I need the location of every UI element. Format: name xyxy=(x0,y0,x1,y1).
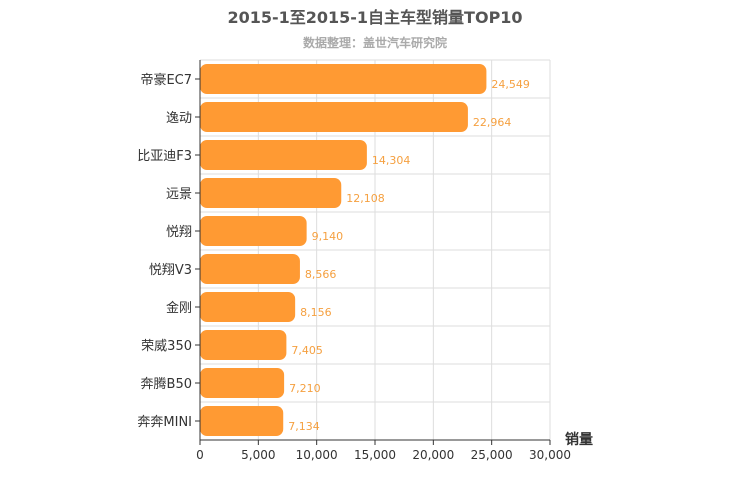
x-tick-label: 20,000 xyxy=(412,448,454,462)
bars: 24,549 22,964 14,304 12,108 9,140 8,566 8,156 7… xyxy=(200,64,530,436)
x-tick-label: 15,000 xyxy=(354,448,396,462)
bar[interactable] xyxy=(200,292,296,322)
bar[interactable] xyxy=(200,254,300,284)
bar-value-label: 7,210 xyxy=(289,382,321,395)
x-tick-label: 30,000 xyxy=(529,448,571,462)
x-tick-label: 0 xyxy=(196,448,204,462)
bar-value-label: 7,134 xyxy=(288,420,320,433)
x-tick-label: 5,000 xyxy=(241,448,275,462)
bar[interactable] xyxy=(200,178,342,208)
bar[interactable] xyxy=(200,406,284,436)
chart-title: 2015-1至2015-1自主车型销量TOP10 xyxy=(227,8,522,27)
x-tick-label: 10,000 xyxy=(296,448,338,462)
bar-value-label: 9,140 xyxy=(312,230,344,243)
bar[interactable] xyxy=(200,330,287,360)
axes: 0 5,000 10,000 15,000 20,000 25,000 30,000 帝豪EC… xyxy=(137,60,571,462)
bar-value-label: 7,405 xyxy=(291,344,323,357)
bar-value-label: 14,304 xyxy=(372,154,411,167)
category-label: 悦翔V3 xyxy=(149,263,192,278)
bar-value-label: 8,156 xyxy=(300,306,332,319)
category-label: 奔奔MINI xyxy=(137,415,192,430)
category-label: 荣威350 xyxy=(141,339,192,354)
category-label: 帝豪EC7 xyxy=(140,72,192,88)
bar-value-label: 8,566 xyxy=(305,268,337,281)
bar-value-label: 22,964 xyxy=(473,116,512,129)
category-label: 悦翔 xyxy=(166,225,192,240)
category-label: 远景 xyxy=(166,187,192,202)
bar[interactable] xyxy=(200,140,367,170)
category-label: 逸动 xyxy=(166,111,192,126)
bar-value-label: 12,108 xyxy=(346,192,385,205)
category-label: 比亚迪F3 xyxy=(137,149,192,164)
category-label: 金刚 xyxy=(166,300,192,316)
bar[interactable] xyxy=(200,368,285,398)
x-axis-title: 销量 xyxy=(565,431,593,448)
bar[interactable] xyxy=(200,216,307,246)
chart-subtitle: 数据整理：盖世汽车研究院 xyxy=(303,35,447,50)
category-label: 奔腾B50 xyxy=(141,376,192,392)
bar[interactable] xyxy=(200,64,487,94)
x-tick-label: 25,000 xyxy=(471,448,513,462)
bar[interactable] xyxy=(200,102,468,132)
bar-value-label: 24,549 xyxy=(491,78,530,91)
